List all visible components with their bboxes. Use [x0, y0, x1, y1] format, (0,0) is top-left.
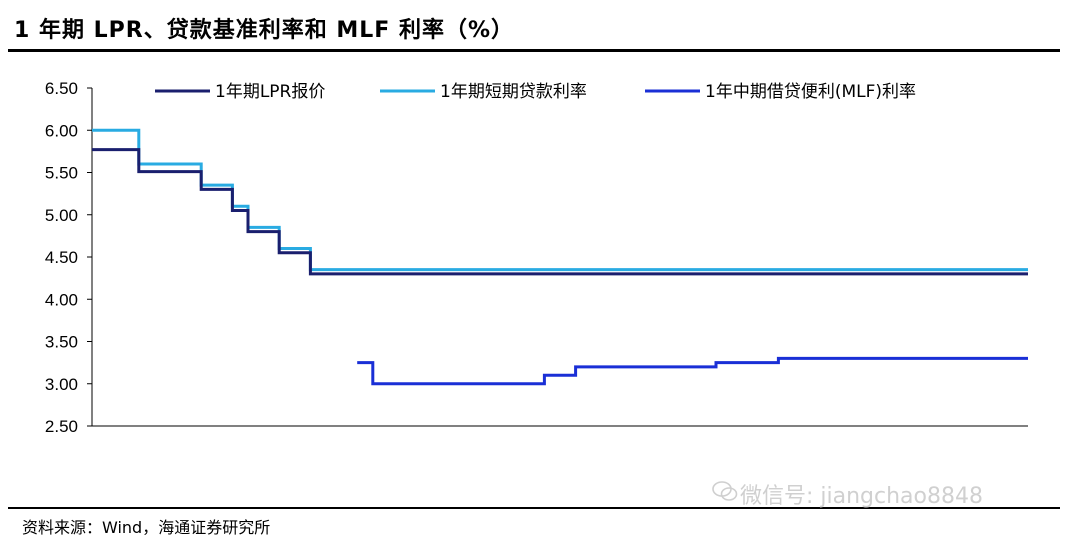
- legend-item-mlf-label: 1年中期借贷便利(MLF)利率: [705, 82, 916, 102]
- legend-item-loan-rate-label: 1年期短期贷款利率: [440, 82, 587, 102]
- watermark-text: 微信号: jiangchao8848: [740, 484, 983, 509]
- y-tick-label: 6.00: [45, 121, 78, 140]
- y-tick-label: 4.50: [45, 248, 78, 267]
- y-tick-label: 3.00: [45, 375, 78, 394]
- y-tick-label: 3.50: [45, 333, 78, 352]
- chart-title: 1 年期 LPR、贷款基准利率和 MLF 利率（%）: [14, 18, 515, 43]
- footer-rule: [8, 507, 1060, 509]
- wechat-icon: [712, 481, 738, 501]
- series-mlf-line: [357, 356, 1028, 386]
- y-tick-label: 2.50: [45, 417, 78, 436]
- y-tick-label: 4.00: [45, 290, 78, 309]
- chart-legend: 1年期LPR报价 1年期短期贷款利率 1年中期借贷便利(MLF)利率: [155, 82, 916, 102]
- y-tick-label: 5.00: [45, 206, 78, 225]
- chart-canvas: 6.506.005.505.004.504.003.503.002.5014-0…: [45, 79, 1028, 436]
- series-loan-rate-line: [92, 128, 1028, 272]
- title-rule: [8, 49, 1060, 52]
- chart-axes: 6.506.005.505.004.504.003.503.002.5014-0…: [45, 79, 1028, 436]
- series-layer: [92, 128, 1028, 386]
- series-lpr-line: [92, 148, 1028, 276]
- y-tick-label: 6.50: [45, 79, 78, 98]
- y-tick-label: 5.50: [45, 164, 78, 183]
- legend-item-lpr-label: 1年期LPR报价: [215, 82, 325, 102]
- source-note: 资料来源：Wind，海通证券研究所: [22, 518, 271, 537]
